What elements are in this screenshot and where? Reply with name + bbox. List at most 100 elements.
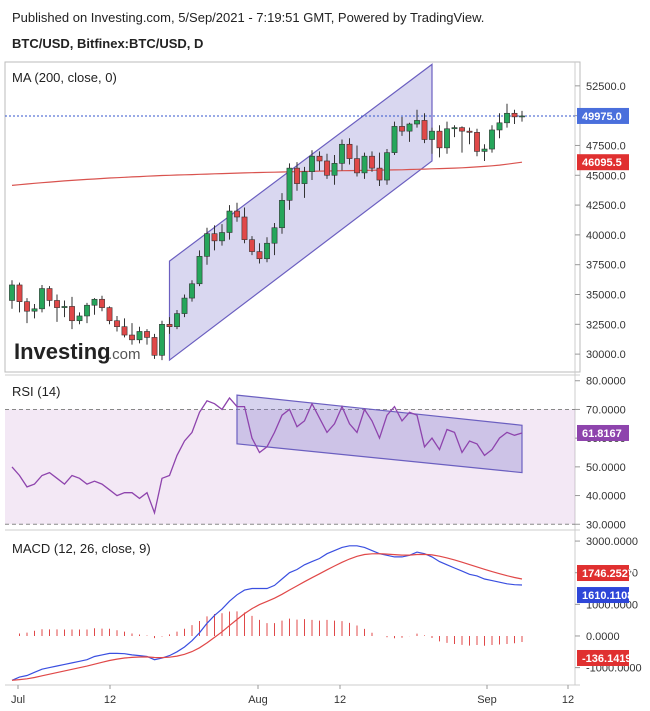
candle-body-up (264, 242, 270, 260)
candle-body-up (489, 129, 495, 150)
candle-body-up (174, 313, 180, 327)
candle-body-down (46, 288, 53, 301)
x-axis-tick: Jul (11, 694, 25, 706)
candle (144, 329, 150, 345)
candle-body-up (279, 200, 285, 229)
macd-axis-tick: 3000.0000 (586, 536, 638, 548)
candle (406, 122, 413, 142)
candle-body-down (151, 337, 158, 356)
candle-body-up (339, 143, 345, 164)
price-axis-tick: 40000.0 (586, 230, 626, 242)
candle (61, 300, 68, 318)
candle-body-down (399, 126, 405, 132)
candle (384, 149, 390, 185)
candle (429, 127, 435, 154)
candle-body-up (286, 167, 293, 201)
candle (91, 298, 98, 315)
candle-body-down (241, 216, 248, 240)
candle (136, 326, 143, 344)
candle-body-up (226, 210, 233, 233)
candle-body-down (346, 143, 353, 159)
candle-body-down (99, 298, 105, 308)
candle (331, 155, 338, 185)
macd-label: MACD (12, 26, close, 9) (12, 541, 151, 556)
candle-body-up (76, 315, 83, 322)
rsi-axis-tick: 50.0000 (586, 462, 626, 474)
candle (301, 166, 308, 198)
published-info: Published on Investing.com, 5/Sep/2021 -… (12, 10, 485, 25)
candle (204, 227, 210, 265)
candle (264, 237, 270, 263)
candle (459, 126, 465, 153)
histogram-value-tag: -136.1419 (582, 653, 632, 665)
candle-body-up (361, 155, 368, 174)
rsi-line (11, 396, 523, 516)
candle (391, 121, 398, 155)
candle-body-up (406, 123, 413, 132)
candle (504, 103, 510, 128)
candle-body-down (234, 210, 240, 218)
candle (196, 250, 203, 287)
investing-logo: Investing .com (14, 339, 141, 364)
candle-body-up (189, 283, 195, 299)
candle (39, 284, 45, 313)
candle (361, 152, 368, 179)
candle (226, 205, 233, 240)
candle (496, 113, 503, 139)
rsi-axis-tick: 40.0000 (586, 491, 626, 503)
candle (414, 109, 420, 128)
rsi-value-tag: 61.8167 (582, 428, 622, 440)
candle-body-up (504, 112, 510, 124)
signal-line (11, 553, 523, 681)
candle (316, 151, 323, 171)
candle (309, 150, 315, 181)
candle (511, 109, 518, 124)
candle-body-up (91, 298, 98, 306)
rsi-axis-tick: 70.0000 (586, 404, 626, 416)
x-axis-tick: 12 (334, 694, 346, 706)
candle (69, 296, 75, 330)
candle (114, 315, 120, 332)
rsi-axis-tick: 80.0000 (586, 376, 626, 388)
candle-body-up (9, 284, 15, 301)
candle-body-down (511, 112, 518, 118)
candle (31, 304, 38, 319)
candle (271, 222, 278, 256)
candle-body-up (481, 148, 488, 152)
candle (294, 162, 300, 191)
candle (54, 294, 60, 322)
candle-body-up (39, 288, 45, 310)
rsi-falling-channel (236, 394, 523, 474)
candle (466, 127, 473, 145)
candle (444, 121, 450, 154)
candle-body-down (354, 158, 360, 174)
candle-body-down (421, 120, 428, 140)
candle-body-down (466, 130, 473, 133)
candle-body-down (121, 326, 128, 336)
candle-body-up (391, 126, 398, 153)
candle-body-up (301, 171, 308, 184)
candle-body-down (16, 284, 23, 302)
rsi-band (5, 409, 575, 525)
candle-body-up (61, 306, 68, 308)
candle-body-up (309, 155, 315, 172)
candle (324, 153, 330, 179)
candle-body-up (451, 127, 458, 130)
candle (211, 225, 218, 251)
price-axis-tick: 45000.0 (586, 170, 626, 182)
candle (286, 163, 293, 210)
candle (84, 302, 90, 324)
candle (376, 152, 383, 186)
candle-body-up (271, 227, 278, 244)
ma-label: MA (200, close, 0) (12, 70, 117, 85)
candle-body-up (181, 297, 188, 314)
candle (16, 282, 23, 313)
candle (436, 125, 443, 158)
candle (99, 295, 105, 312)
candle (489, 125, 495, 153)
candle-body-down (166, 324, 173, 327)
candle-body-down (324, 160, 330, 176)
candle-body-up (84, 304, 90, 317)
price-pane-frame (4, 61, 581, 373)
